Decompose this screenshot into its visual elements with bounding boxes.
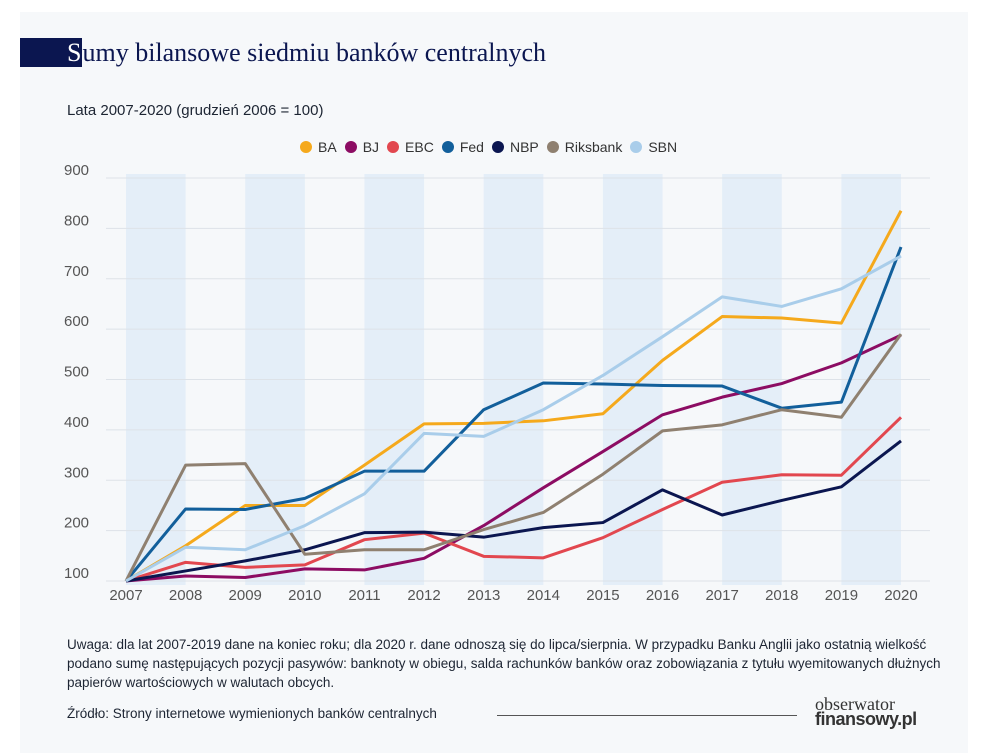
chart-title: Sumy bilansowe siedmiu banków centralnyc… <box>20 37 547 68</box>
x-tick-label: 2020 <box>884 587 917 604</box>
y-tick-label: 100 <box>64 565 89 582</box>
x-tick-label: 2010 <box>288 587 321 604</box>
series-line-nbp <box>125 439 902 583</box>
logo-line1: obserwator <box>815 694 895 714</box>
x-tick-label: 2019 <box>825 587 858 604</box>
series-line-ebc <box>125 416 903 583</box>
title-first-letter: S <box>66 37 83 67</box>
legend-item-ba: BA <box>300 139 337 155</box>
x-tick-label: 2013 <box>467 587 500 604</box>
y-tick-label: 500 <box>64 364 89 381</box>
legend: BA BJ EBC Fed NBP Riksbank SBN <box>300 139 677 155</box>
y-tick-label: 600 <box>64 313 89 330</box>
title-accent-block <box>20 38 70 67</box>
title-rest: umy bilansowe siedmiu banków centralnych <box>82 37 547 67</box>
y-tick-label: 900 <box>64 162 89 179</box>
x-tick-label: 2007 <box>109 587 142 604</box>
y-tick-label: 700 <box>64 263 89 280</box>
x-tick-label: 2018 <box>765 587 798 604</box>
x-tick-label: 2016 <box>646 587 679 604</box>
series-line-riksbank <box>124 333 903 582</box>
line-chart: 100 200 300 400 500 600 700 800 900 2007 2008 2009 2… <box>64 162 930 604</box>
series-line-sbn <box>125 254 902 583</box>
legend-item-nbp: NBP <box>491 139 539 155</box>
legend-label: SBN <box>648 139 678 155</box>
legend-dot-icon <box>630 141 643 153</box>
legend-label: NBP <box>509 139 539 155</box>
x-tick-label: 2017 <box>705 587 738 604</box>
legend-item-riksbank: Riksbank <box>546 139 623 155</box>
x-tick-label: 2011 <box>348 587 380 604</box>
legend-label: BJ <box>362 139 380 155</box>
y-tick-label: 300 <box>64 464 89 481</box>
legend-dot-icon <box>387 141 400 153</box>
y-tick-label: 400 <box>64 414 89 431</box>
source-divider <box>497 715 797 716</box>
legend-label: BA <box>318 139 337 155</box>
legend-item-sbn: SBN <box>630 139 677 155</box>
legend-item-fed: Fed <box>441 139 484 155</box>
x-tick-label: 2012 <box>407 587 440 604</box>
legend-label: Riksbank <box>564 139 623 155</box>
legend-dot-icon <box>344 141 357 153</box>
y-tick-label: 800 <box>64 212 89 229</box>
legend-dot-icon <box>300 141 312 153</box>
series-line-fed <box>124 246 903 582</box>
x-tick-label: 2014 <box>527 587 560 604</box>
legend-dot-icon <box>491 141 504 153</box>
logo: obserwator finansowy.pl <box>815 694 917 729</box>
legend-dot-icon <box>546 141 559 153</box>
chart-subtitle: Lata 2007-2020 (grudzień 2006 = 100) <box>67 102 324 119</box>
legend-item-ebc: EBC <box>387 139 434 155</box>
note-text: Uwaga: dla lat 2007-2019 dane na koniec … <box>67 637 941 690</box>
y-tick-label: 200 <box>64 515 89 532</box>
legend-item-bj: BJ <box>344 139 380 155</box>
x-tick-label: 2008 <box>169 587 202 604</box>
x-tick-label: 2015 <box>586 587 619 604</box>
legend-label: Fed <box>459 139 484 155</box>
legend-label: EBC <box>405 139 434 155</box>
legend-dot-icon <box>441 141 454 153</box>
logo-line2: finansowy.pl <box>815 709 917 729</box>
title-text: Sumy bilansowe siedmiu banków centralnyc… <box>66 37 547 68</box>
series-line-bj <box>125 333 902 583</box>
x-tick-label: 2009 <box>229 587 262 604</box>
source-text: Źródło: Strony internetowe wymienionych … <box>67 706 437 721</box>
